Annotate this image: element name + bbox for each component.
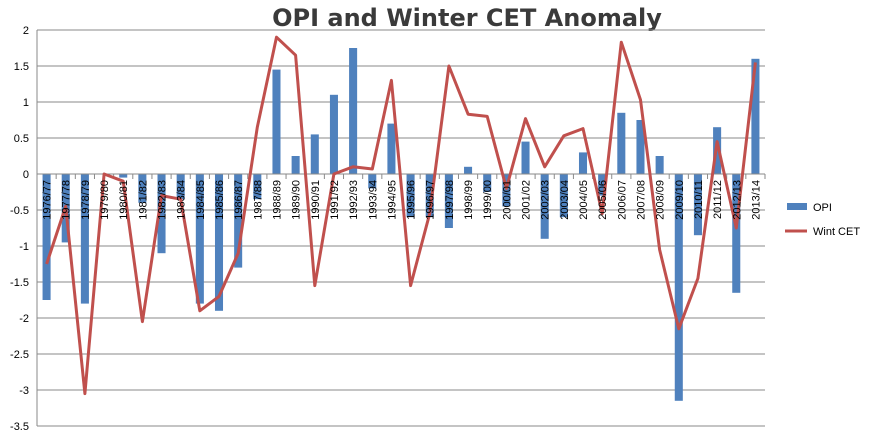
x-tick-label: 2013/14 xyxy=(750,180,762,220)
y-tick-label: -1 xyxy=(19,241,29,253)
x-tick-label: 1984/85 xyxy=(195,180,207,220)
x-tick-label: 2009/10 xyxy=(674,180,686,220)
x-tick-label: 1980/81 xyxy=(118,180,130,220)
y-tick-label: 2 xyxy=(23,25,29,37)
opi-bar xyxy=(157,174,166,254)
opi-bar xyxy=(464,166,473,174)
y-tick-label: -0.5 xyxy=(10,205,29,217)
y-tick-label: -2 xyxy=(19,313,29,325)
opi-bar xyxy=(387,123,396,174)
gridlines xyxy=(37,29,765,427)
x-tick-label: 2005/06 xyxy=(597,180,609,220)
opi-bar xyxy=(502,174,511,207)
x-tick-label: 1994/95 xyxy=(386,180,398,220)
legend-wint-cet-label: Wint CET xyxy=(813,226,860,238)
x-tick-label: 1989/90 xyxy=(291,180,303,220)
x-tick-label: 1999/00 xyxy=(482,180,494,220)
x-tick-label: 1997/98 xyxy=(444,180,456,220)
opi-bar xyxy=(674,174,683,401)
x-tick-label: 1982/83 xyxy=(157,180,169,220)
x-tick-label: 1986/87 xyxy=(233,180,245,220)
opi-bar xyxy=(272,69,281,174)
opi-bar xyxy=(176,174,185,200)
opi-bar xyxy=(444,174,453,228)
opi-bar xyxy=(329,94,338,174)
opi-bar xyxy=(617,112,626,174)
opi-bar xyxy=(521,141,530,174)
x-tick-label: 2001/02 xyxy=(521,180,533,220)
opi-bar xyxy=(310,134,319,174)
x-tick-label: 2000/01 xyxy=(501,180,513,220)
opi-bar xyxy=(349,48,358,174)
wint-cet-series-line xyxy=(45,35,757,396)
opi-bar xyxy=(42,174,51,300)
x-tick-label: 2004/05 xyxy=(578,180,590,220)
opi-bar xyxy=(751,58,760,174)
x-tick-label: 2008/09 xyxy=(655,180,667,220)
x-tick-label: 1981/82 xyxy=(137,180,149,220)
x-tick-label: 1983/84 xyxy=(176,180,188,220)
chart-title: OPI and Winter CET Anomaly xyxy=(272,4,662,32)
y-tick-label: -2.5 xyxy=(10,349,29,361)
y-axis-ticks: 2 1.5 1 0.5 0 -0.5 -1 -1.5 -2 -2.5 -3 -3.5 xyxy=(10,25,29,433)
opi-bar xyxy=(540,174,549,239)
x-tick-label: 2003/04 xyxy=(559,180,571,220)
x-axis-ticks: 1976/77 1977/78 1978/79 1979/80 1980/81 1981/… xyxy=(42,180,763,220)
x-tick-label: 1979/80 xyxy=(99,180,111,220)
x-tick-label: 1987/88 xyxy=(252,180,264,220)
opi-bar xyxy=(598,174,607,196)
opi-bar xyxy=(195,174,204,304)
y-tick-label: -3 xyxy=(19,385,29,397)
opi-bar xyxy=(406,174,415,218)
legend-opi-label: OPI xyxy=(813,202,832,214)
opi-bar xyxy=(483,174,492,192)
x-tick-label: 2007/08 xyxy=(635,180,647,220)
x-tick-label: 1996/97 xyxy=(425,180,437,220)
x-tick-label: 1976/77 xyxy=(42,180,54,220)
x-tick-label: 2006/07 xyxy=(616,180,628,220)
opi-bar xyxy=(559,174,568,218)
x-tick-label: 2012/13 xyxy=(731,180,743,220)
opi-bar xyxy=(732,174,741,293)
opi-bar xyxy=(214,174,224,311)
y-tick-label: -3.5 xyxy=(10,421,29,433)
x-tick-label: 1977/78 xyxy=(61,180,73,220)
legend-opi-swatch xyxy=(787,203,807,210)
x-tick-label: 1998/99 xyxy=(463,180,475,220)
opi-bar xyxy=(578,152,588,174)
opi-bar xyxy=(693,174,702,236)
x-tick-label: 1993/94 xyxy=(367,180,379,220)
opi-bar xyxy=(80,174,89,304)
y-tick-label: 1.5 xyxy=(14,61,29,73)
opi-bar xyxy=(291,156,300,174)
opi-bar xyxy=(138,174,147,203)
opi-bar xyxy=(368,174,377,189)
opi-bar xyxy=(425,174,434,218)
legend: OPI Wint CET xyxy=(785,202,860,238)
x-tick-label: 2011/12 xyxy=(712,180,724,219)
x-tick-label: 1978/79 xyxy=(80,180,92,220)
opi-bar xyxy=(234,174,243,268)
opi-bar xyxy=(636,120,645,174)
wint-cet-line xyxy=(45,35,757,396)
x-tick-label: 1995/96 xyxy=(406,180,418,220)
opi-bar xyxy=(253,174,262,200)
opi-bar xyxy=(655,156,664,174)
opi-bars xyxy=(42,48,760,401)
x-tick-label: 2002/03 xyxy=(540,180,552,220)
x-tick-label: 2010/11 xyxy=(693,180,705,219)
y-tick-label: 0 xyxy=(23,169,29,181)
x-tick-label: 1991/92 xyxy=(329,180,341,220)
x-tick-label: 1992/93 xyxy=(348,180,360,220)
x-tick-label: 1990/91 xyxy=(310,180,322,220)
x-tick-label: 1988/89 xyxy=(271,180,283,220)
y-tick-label: 0.5 xyxy=(14,133,29,145)
y-tick-label: -1.5 xyxy=(10,277,29,289)
x-tick-label: 1985/86 xyxy=(214,180,226,220)
opi-bar xyxy=(119,174,128,178)
y-tick-label: 1 xyxy=(23,97,29,109)
